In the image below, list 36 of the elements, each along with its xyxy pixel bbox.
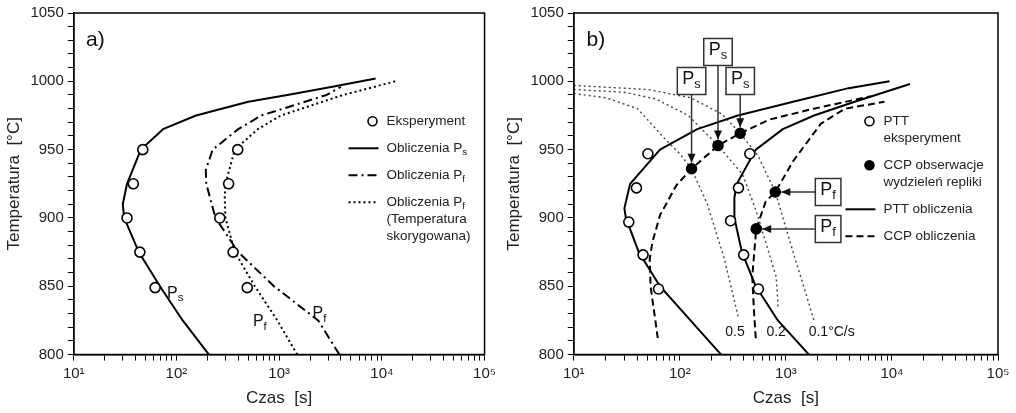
- legend-label: CCP obliczenia: [883, 228, 976, 244]
- legend-label: PTT eksperyment: [883, 113, 961, 146]
- y-tick-label: 900: [38, 208, 64, 226]
- x-tick-label: 10¹: [562, 363, 585, 381]
- annotation: b): [586, 27, 606, 51]
- x-axis-title: Czas [s]: [752, 388, 819, 408]
- x-tick-label: 10³: [775, 363, 797, 381]
- x-tick-label: 10²: [165, 363, 188, 381]
- y-tick-label: 1000: [30, 71, 64, 89]
- x-tick-label: 10¹: [62, 363, 85, 381]
- legend-label: Eksperyment: [386, 113, 466, 129]
- annotation: a): [86, 27, 105, 51]
- x-tick-label: 10³: [268, 363, 290, 381]
- y-tick-label: 950: [538, 139, 564, 157]
- x-tick-label: 10⁵: [473, 363, 496, 381]
- y-tick-label: 850: [538, 276, 564, 294]
- y-tick-label: 1000: [530, 71, 564, 89]
- y-tick-label: 900: [538, 208, 564, 226]
- y-tick-label: 850: [38, 276, 64, 294]
- y-axis-title: Temperatura [°C]: [3, 117, 23, 251]
- legend-label: CCP obserwacje wydzieleń repliki: [882, 157, 984, 190]
- y-tick-label: 800: [538, 344, 564, 362]
- y-tick-label: 1050: [30, 3, 64, 21]
- annotation: 0.2: [766, 322, 787, 339]
- y-tick-label: 1050: [530, 3, 564, 21]
- y-tick-label: 800: [38, 344, 64, 362]
- annotation: 0.5: [725, 322, 745, 339]
- x-tick-label: 10⁴: [880, 363, 904, 381]
- y-axis-title: Temperatura [°C]: [503, 117, 523, 251]
- x-tick-label: 10⁴: [370, 363, 394, 381]
- x-tick-label: 10²: [668, 363, 691, 381]
- x-axis-title: Czas [s]: [246, 388, 313, 408]
- y-tick-label: 950: [38, 139, 64, 157]
- annotation: 0.1°C/s: [808, 322, 855, 339]
- legend-label: PTT obliczenia: [883, 201, 973, 217]
- x-tick-label: 10⁵: [986, 363, 1010, 381]
